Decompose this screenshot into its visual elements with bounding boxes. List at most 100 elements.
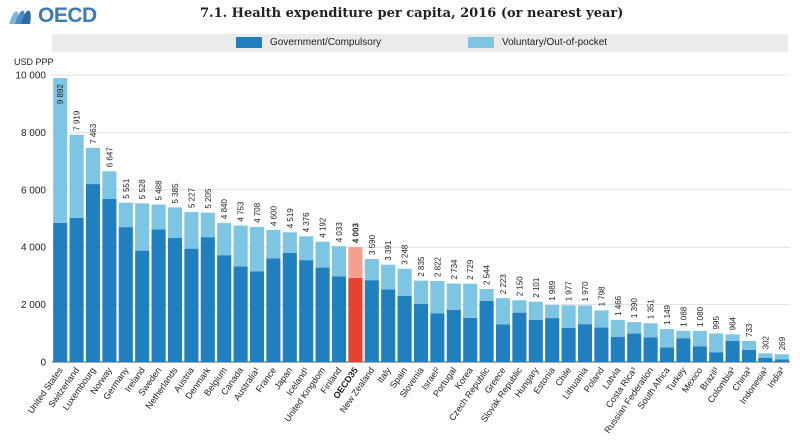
bar-government [495, 324, 511, 362]
bar-voluntary [217, 223, 232, 256]
bar-government [627, 333, 642, 362]
value-label: 733 [745, 323, 754, 337]
bar-government [167, 237, 183, 362]
value-label: 1 351 [647, 299, 656, 320]
value-label: 4 840 [220, 199, 229, 220]
bar-voluntary [545, 304, 560, 319]
bar-government [53, 222, 68, 362]
bar-government [233, 266, 248, 362]
value-label: 4 192 [319, 217, 328, 238]
bar-voluntary [266, 229, 281, 259]
value-label: 995 [712, 316, 721, 330]
bar-government [725, 340, 740, 362]
bar-voluntary [725, 334, 740, 341]
value-label: 5 205 [204, 188, 213, 209]
value-label: 4 753 [237, 201, 246, 222]
value-label: 2 822 [433, 256, 442, 277]
bar-government [315, 267, 330, 362]
legend-swatch-government [236, 37, 262, 48]
bar-government [217, 255, 232, 362]
value-label: 1 149 [663, 304, 672, 325]
bar-voluntary [315, 241, 330, 268]
value-label: 3 590 [368, 234, 377, 255]
legend-item-government: Government/Compulsory [236, 37, 381, 48]
bar-voluntary [741, 340, 757, 350]
bar-voluntary [233, 225, 248, 267]
value-label: 1 977 [565, 281, 574, 302]
y-tick-label: 6 000 [21, 185, 46, 196]
bar-government [479, 300, 494, 362]
bar-government [709, 352, 724, 362]
bar-voluntary [135, 203, 150, 251]
bar-government [348, 277, 363, 362]
bar-government [200, 237, 215, 362]
bar-voluntary [659, 329, 675, 348]
value-label: 2 101 [532, 277, 541, 298]
bar-government [135, 250, 150, 362]
bar-voluntary [594, 310, 609, 328]
logo-text: OECD [38, 4, 97, 27]
bar-voluntary [85, 147, 101, 185]
bar-government [676, 338, 691, 362]
value-label: 9 892 [56, 84, 65, 105]
value-label: 2 223 [499, 274, 508, 295]
bar-government [659, 347, 675, 362]
bar-government [577, 324, 593, 362]
bar-voluntary [53, 78, 68, 223]
bar-government [545, 318, 560, 362]
value-label: 4 033 [335, 222, 344, 243]
chart-title: 7.1. Health expenditure per capita, 2016… [200, 6, 624, 21]
bar-government [118, 227, 133, 362]
bar-government [331, 276, 347, 362]
bar-voluntary [627, 322, 642, 334]
value-label: 1 798 [597, 286, 606, 307]
legend-label-voluntary: Voluntary/Out-of-pocket [502, 37, 608, 48]
bar-government [463, 317, 478, 362]
value-label: 1 088 [679, 306, 688, 327]
legend-swatch-voluntary [468, 37, 494, 48]
bar-voluntary [610, 319, 625, 338]
bar-voluntary [709, 333, 724, 353]
bar-voluntary [381, 264, 396, 290]
value-label: 1 390 [630, 298, 639, 319]
value-label: 3 391 [384, 240, 393, 261]
bar-government [397, 295, 412, 362]
y-axis-label: USD PPP [14, 57, 54, 67]
bar-government [774, 359, 789, 362]
bar-voluntary [479, 288, 494, 301]
value-label: 4 600 [269, 205, 278, 226]
bar-voluntary [102, 171, 117, 199]
value-label: 4 376 [302, 212, 311, 233]
value-label: 5 528 [138, 179, 147, 200]
bar-voluntary [758, 353, 773, 358]
bar-government [381, 289, 396, 362]
bar-voluntary [676, 330, 691, 339]
bar-voluntary [528, 301, 543, 320]
bar-government [758, 357, 773, 362]
bar-government [446, 309, 461, 362]
oecd-logo-icon [9, 10, 31, 24]
value-label: 1 970 [581, 281, 590, 302]
header: OECD 7.1. Health expenditure per capita,… [0, 0, 800, 32]
value-label: 2 150 [515, 276, 524, 297]
bar-voluntary [495, 298, 511, 325]
value-label: 1 080 [696, 306, 705, 327]
bar-voluntary [184, 211, 199, 249]
bar-voluntary [430, 281, 445, 314]
bar-voluntary [299, 236, 314, 261]
value-label: 964 [729, 316, 738, 330]
bar-government [741, 349, 757, 362]
legend: Government/Compulsory Voluntary/Out-of-p… [52, 34, 788, 52]
legend-item-voluntary: Voluntary/Out-of-pocket [468, 37, 607, 48]
bar-government [512, 312, 527, 362]
value-label: 5 488 [155, 180, 164, 201]
value-label: 5 385 [171, 183, 180, 204]
bar-voluntary [577, 305, 593, 325]
y-tick-label: 0 [40, 358, 46, 369]
value-label: 1 989 [548, 280, 557, 301]
bar-voluntary [643, 323, 658, 338]
bar-voluntary [364, 258, 379, 281]
y-tick-label: 8 000 [21, 128, 46, 139]
value-label: 1 466 [614, 295, 623, 316]
value-label: 4 003 [351, 223, 360, 244]
